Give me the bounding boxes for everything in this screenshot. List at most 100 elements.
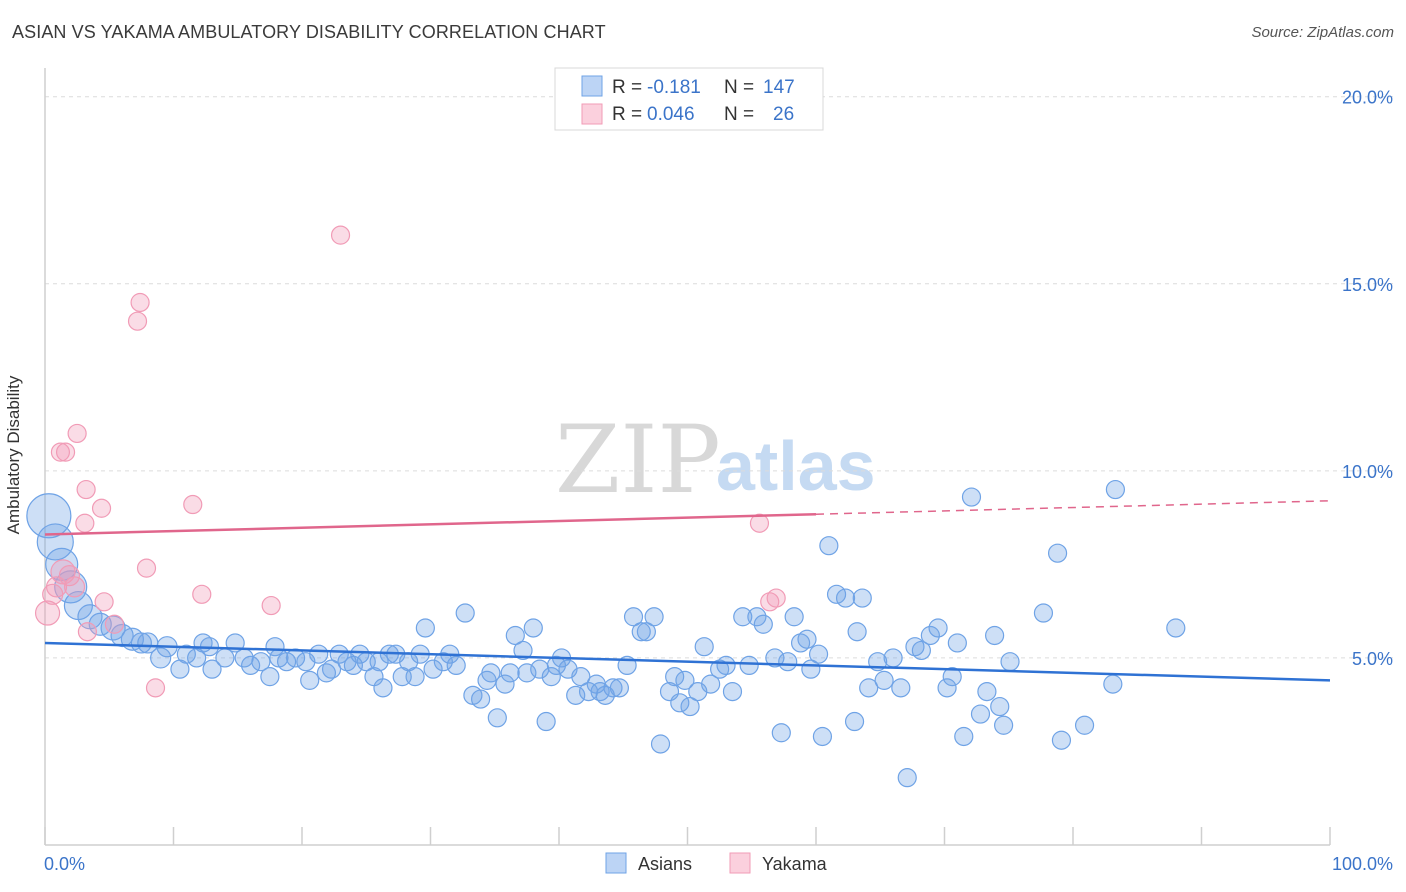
legend-asians-n-label: N = [724, 77, 754, 98]
asians-point [100, 615, 126, 641]
y-tick-label: 20.0% [1342, 88, 1393, 108]
asians-point [977, 681, 997, 702]
yakama-point [55, 442, 76, 462]
yakama-point [50, 442, 71, 462]
asians-point [665, 667, 685, 687]
yakama-point [58, 565, 81, 587]
asians-point [733, 607, 753, 627]
asians-point [455, 603, 475, 623]
asians-point [753, 614, 773, 634]
asians-point [765, 648, 785, 668]
yakama-point [183, 494, 203, 515]
legend-asians-r-value: -0.181 [647, 77, 701, 98]
yakama-trend-extension [815, 500, 1331, 516]
yakama-trend-line [44, 513, 817, 536]
asians-point [771, 723, 791, 743]
asians-point [739, 655, 759, 676]
asians-point [373, 678, 393, 698]
watermark-atlas: atlas [716, 427, 876, 505]
legend-yakama-swatch [581, 103, 603, 125]
asians-point [1074, 715, 1095, 735]
yakama-point [766, 588, 786, 608]
y-tick-label: 15.0% [1342, 275, 1393, 295]
asians-point [150, 647, 172, 669]
source-label: Source: ZipAtlas.com [1251, 24, 1394, 41]
asians-point [423, 659, 443, 679]
asians-point [343, 655, 363, 676]
y-tick-label: 10.0% [1342, 462, 1393, 482]
asians-point [541, 667, 561, 687]
asians-point [523, 618, 543, 638]
asians-point [942, 667, 962, 687]
yakama-point [94, 592, 114, 612]
asians-point [808, 644, 829, 664]
asians-point [517, 663, 537, 683]
yakama-point [77, 622, 98, 642]
asians-point [513, 640, 533, 661]
yakama-point [130, 292, 150, 313]
asians-point [566, 685, 586, 705]
yakama-point [127, 311, 148, 331]
asians-point [350, 644, 370, 664]
asians-point [241, 655, 261, 676]
asians-point [859, 678, 879, 698]
asians-point [481, 663, 501, 683]
asians-point [797, 629, 817, 649]
asians-point [883, 648, 903, 668]
chart-title: ASIAN VS YAKAMA AMBULATORY DISABILITY CO… [12, 22, 606, 42]
asians-point [778, 652, 798, 672]
yakama-point [63, 576, 86, 598]
asians-point [990, 696, 1010, 717]
asians-point [644, 607, 664, 627]
legend-bottom: Asians Yakama [605, 852, 828, 874]
asians-point [500, 663, 520, 683]
asians-point [265, 637, 285, 657]
legend-yakama-n-value: 26 [773, 104, 794, 125]
asians-points [26, 479, 1186, 788]
asians-point [536, 711, 556, 732]
asians-point [722, 681, 743, 702]
yakama-point [67, 423, 87, 444]
asians-point [609, 678, 629, 698]
asians-point [571, 667, 591, 687]
asians-point [844, 711, 865, 732]
asians-point [937, 678, 957, 698]
asians-point [1033, 603, 1054, 623]
legend-yakama-r-value: 0.046 [647, 104, 695, 125]
asians-point [784, 607, 804, 627]
asians-point [130, 632, 152, 654]
grid-lines [45, 96, 1395, 659]
yakama-point [76, 479, 96, 500]
asians-point [1166, 618, 1186, 638]
asians-point [176, 644, 196, 664]
asians-point [251, 652, 271, 672]
asians-point [701, 674, 721, 694]
asians-point [321, 659, 342, 679]
x-tick-label: 0.0% [44, 854, 85, 874]
yakama-point [749, 513, 770, 533]
asians-point [1103, 674, 1123, 694]
x-tick-label: 100.0% [1332, 854, 1393, 874]
yakama-point [330, 225, 351, 245]
asians-point [329, 644, 349, 664]
legend-asians-r-label: R = [612, 77, 642, 98]
asians-point [631, 622, 651, 642]
legend-bottom-asians-label: Asians [638, 854, 692, 874]
asians-point [680, 696, 700, 717]
asians-point [874, 670, 894, 690]
asians-point [623, 607, 644, 627]
axes [44, 68, 1331, 846]
asians-point [446, 655, 466, 676]
asians-point [650, 734, 671, 754]
asians-point [603, 678, 623, 698]
legend-yakama-r-label: R = [612, 104, 642, 125]
y-tick-label: 5.0% [1352, 649, 1393, 669]
asians-point [590, 681, 610, 702]
yakama-points [34, 225, 786, 698]
asians-point [300, 670, 320, 690]
asians-point [495, 674, 515, 694]
asians-point [847, 622, 867, 642]
asians-point [1000, 652, 1020, 672]
asians-point [471, 689, 491, 709]
